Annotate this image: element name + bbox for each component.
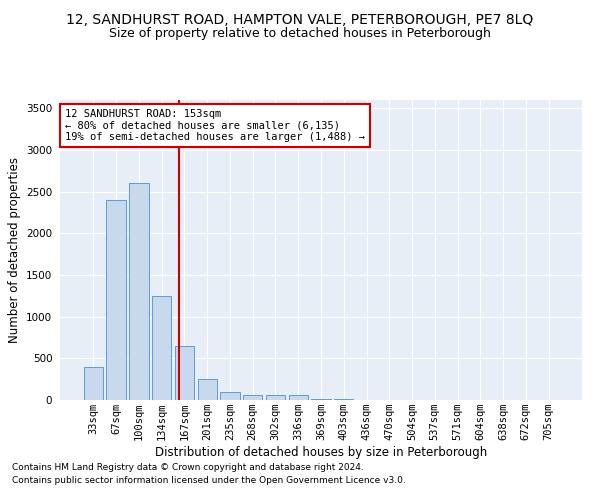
Bar	[84, 366, 103, 400]
Bar	[266, 396, 285, 400]
Bar	[175, 346, 194, 400]
Bar	[152, 296, 172, 400]
Bar	[197, 379, 217, 400]
Text: Contains public sector information licensed under the Open Government Licence v3: Contains public sector information licen…	[12, 476, 406, 485]
X-axis label: Distribution of detached houses by size in Peterborough: Distribution of detached houses by size …	[155, 446, 487, 459]
Bar	[106, 200, 126, 400]
Bar	[311, 399, 331, 400]
Bar	[334, 399, 353, 400]
Y-axis label: Number of detached properties: Number of detached properties	[8, 157, 20, 343]
Bar	[129, 184, 149, 400]
Bar	[289, 395, 308, 400]
Text: 12 SANDHURST ROAD: 153sqm
← 80% of detached houses are smaller (6,135)
19% of se: 12 SANDHURST ROAD: 153sqm ← 80% of detac…	[65, 109, 365, 142]
Bar	[220, 392, 239, 400]
Bar	[243, 394, 262, 400]
Text: Size of property relative to detached houses in Peterborough: Size of property relative to detached ho…	[109, 28, 491, 40]
Text: Contains HM Land Registry data © Crown copyright and database right 2024.: Contains HM Land Registry data © Crown c…	[12, 464, 364, 472]
Text: 12, SANDHURST ROAD, HAMPTON VALE, PETERBOROUGH, PE7 8LQ: 12, SANDHURST ROAD, HAMPTON VALE, PETERB…	[67, 12, 533, 26]
